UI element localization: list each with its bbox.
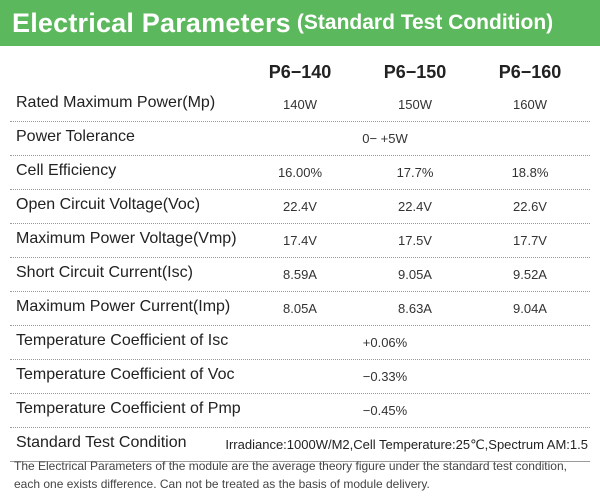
row-label: Power Tolerance	[16, 128, 135, 145]
row-label: Rated Maximum Power(Mp)	[16, 94, 216, 111]
cell-value: 9.05A	[398, 267, 432, 282]
table-row: Maximum Power Voltage(Vmp) 17.4V 17.5V 1…	[10, 224, 590, 258]
standard-test-condition-row: Standard Test Condition Irradiance:1000W…	[10, 428, 590, 462]
cell-value: 18.8%	[511, 165, 549, 180]
row-label: Temperature Coefficient of Pmp	[16, 400, 241, 417]
row-label: Standard Test Condition	[16, 434, 187, 451]
column-header-p6-160: P6−160	[498, 62, 562, 82]
column-headers: P6−140 P6−150 P6−160	[0, 62, 600, 88]
cell-value-span: 0− +5W	[362, 131, 408, 146]
parameters-table: Rated Maximum Power(Mp) 140W 150W 160W P…	[0, 88, 600, 462]
table-row: Temperature Coefficient of Pmp −0.45%	[10, 394, 590, 428]
cell-value: 8.63A	[398, 301, 432, 316]
column-header-p6-150: P6−150	[383, 62, 447, 82]
page-title: Electrical Parameters	[12, 7, 291, 38]
row-label: Maximum Power Current(Imp)	[16, 298, 231, 315]
table-row: Cell Efficiency 16.00% 17.7% 18.8%	[10, 156, 590, 190]
cell-value: 22.4V	[398, 199, 432, 214]
cell-value: 140W	[283, 97, 317, 112]
cell-value: 8.05A	[283, 301, 317, 316]
footnote: The Electrical Parameters of the module …	[14, 459, 567, 491]
cell-value: 17.7%	[396, 165, 434, 180]
page-subtitle: (Standard Test Condition)	[296, 11, 554, 34]
row-label: Short Circuit Current(Isc)	[16, 264, 193, 281]
cell-value: 160W	[513, 97, 547, 112]
cell-value: 22.4V	[283, 199, 317, 214]
cell-value: 17.4V	[283, 233, 317, 248]
table-row: Rated Maximum Power(Mp) 140W 150W 160W	[10, 88, 590, 122]
row-label: Cell Efficiency	[16, 162, 117, 179]
cell-value: 17.7V	[513, 233, 547, 248]
cell-value-span: −0.45%	[362, 403, 408, 418]
cell-value: 22.6V	[513, 199, 547, 214]
cell-value: 9.52A	[513, 267, 547, 282]
row-label: Temperature Coefficient of Voc	[16, 366, 235, 383]
cell-value: 17.5V	[398, 233, 432, 248]
row-label: Open Circuit Voltage(Voc)	[16, 196, 201, 213]
cell-value-span: −0.33%	[362, 369, 408, 384]
table-row: Power Tolerance 0− +5W	[10, 122, 590, 156]
row-label: Temperature Coefficient of Isc	[16, 332, 229, 349]
header-banner: Electrical Parameters (Standard Test Con…	[0, 0, 600, 46]
table-row: Short Circuit Current(Isc) 8.59A 9.05A 9…	[10, 258, 590, 292]
table-row: Open Circuit Voltage(Voc) 22.4V 22.4V 22…	[10, 190, 590, 224]
row-label: Maximum Power Voltage(Vmp)	[16, 230, 237, 247]
table-row: Maximum Power Current(Imp) 8.05A 8.63A 9…	[10, 292, 590, 326]
cell-value: 8.59A	[283, 267, 317, 282]
cell-value: 16.00%	[277, 165, 323, 180]
table-row: Temperature Coefficient of Isc +0.06%	[10, 326, 590, 360]
cell-value: 9.04A	[513, 301, 547, 316]
cell-value: 150W	[398, 97, 432, 112]
cell-value-span: +0.06%	[362, 335, 408, 350]
standard-test-condition-value: Irradiance:1000W/M2,Cell Temperature:25℃…	[225, 437, 588, 452]
table-row: Temperature Coefficient of Voc −0.33%	[10, 360, 590, 394]
column-header-p6-140: P6−140	[268, 62, 332, 82]
